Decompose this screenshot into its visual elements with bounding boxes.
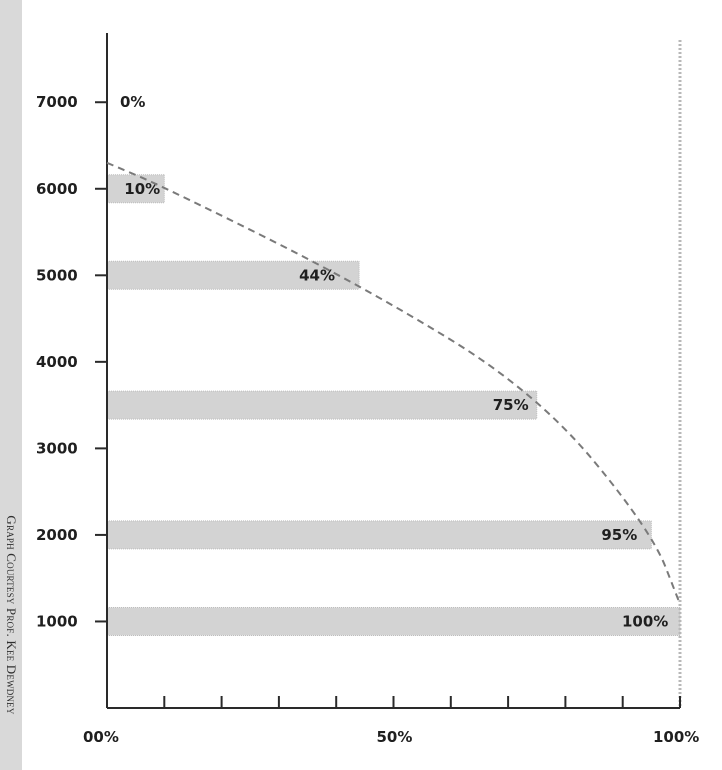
y-tick-label: 3000 bbox=[36, 439, 78, 457]
bar bbox=[107, 520, 652, 549]
credit-strip: Graph Courtesy Prof. Kee Dewdney bbox=[0, 0, 22, 770]
y-tick-label: 2000 bbox=[36, 526, 78, 544]
bar-data-label: 10% bbox=[124, 180, 160, 198]
bar bbox=[107, 391, 537, 420]
y-tick-label: 5000 bbox=[36, 266, 78, 284]
x-tick-label: 50% bbox=[377, 728, 413, 746]
bar-data-label: 75% bbox=[493, 396, 529, 414]
y-tick-label: 7000 bbox=[36, 93, 78, 111]
top-percent-label: 0% bbox=[120, 93, 145, 111]
bar-data-label: 100% bbox=[622, 612, 668, 630]
x-tick-label: 100% bbox=[653, 728, 699, 746]
bar bbox=[107, 261, 360, 290]
bar-data-label: 44% bbox=[299, 266, 335, 284]
chart-panel bbox=[22, 0, 722, 770]
y-tick-label: 1000 bbox=[36, 612, 78, 630]
x-tick-label: 00% bbox=[83, 728, 119, 746]
bar bbox=[107, 174, 165, 203]
y-tick-label: 6000 bbox=[36, 180, 78, 198]
bar-data-label: 95% bbox=[601, 526, 637, 544]
y-tick-label: 4000 bbox=[36, 353, 78, 371]
curve-line bbox=[106, 161, 681, 605]
bar bbox=[107, 607, 680, 636]
